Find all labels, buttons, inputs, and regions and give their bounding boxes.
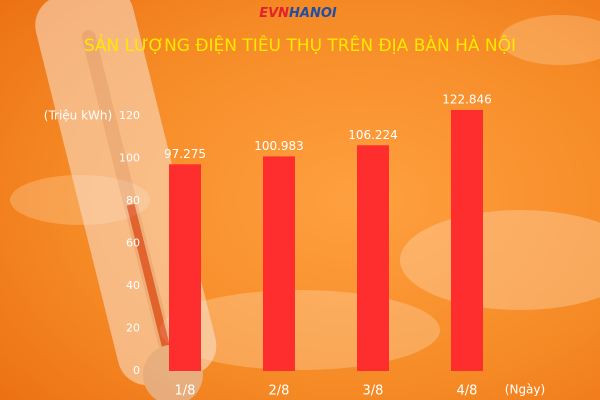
chart-title: SẢN LƯỢNG ĐIỆN TIÊU THỤ TRÊN ĐỊA BÀN HÀ …: [84, 33, 516, 56]
x-tick-label: 2/8: [269, 384, 290, 399]
x-tick-label: 3/8: [363, 384, 384, 399]
logo-part: HANOI: [289, 6, 337, 21]
bar: [357, 145, 389, 371]
y-axis-label: (Triệu kWh): [44, 109, 112, 123]
value-label: 106.224: [348, 128, 398, 142]
y-tick-label: 60: [126, 237, 140, 250]
value-label: 100.983: [254, 139, 304, 153]
bar: [263, 156, 295, 371]
y-tick-label: 120: [119, 109, 140, 122]
x-axis-label: (Ngày): [505, 383, 545, 397]
y-tick-label: 100: [119, 152, 140, 165]
value-label: 97.275: [164, 147, 206, 161]
logo-part: EVN: [259, 6, 289, 21]
logo: EVNHANOI: [259, 6, 337, 21]
x-tick-label: 1/8: [175, 384, 196, 399]
x-tick-label: 4/8: [457, 384, 478, 399]
value-label: 122.846: [442, 92, 492, 106]
y-tick-label: 40: [126, 279, 140, 292]
y-tick-label: 80: [126, 194, 140, 207]
y-tick-label: 20: [126, 322, 140, 335]
y-tick-label: 0: [133, 364, 140, 377]
bar: [451, 109, 483, 372]
bar: [169, 164, 201, 371]
